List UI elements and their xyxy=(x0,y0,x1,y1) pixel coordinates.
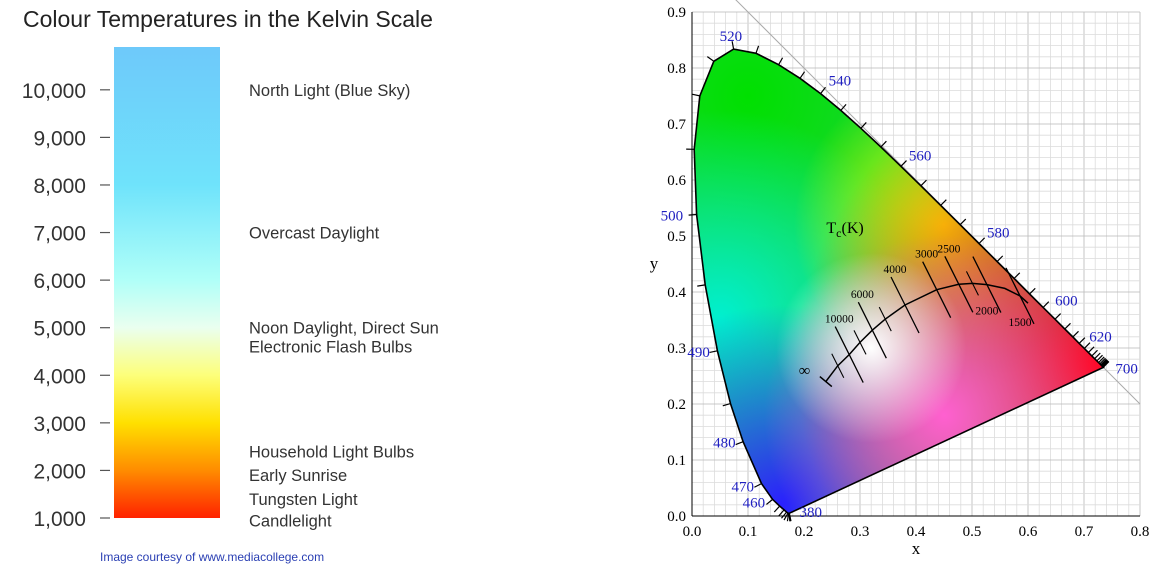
wavelength-label: 500 xyxy=(661,208,684,224)
wavelength-label: 620 xyxy=(1089,329,1112,345)
locus-tick xyxy=(1092,350,1098,356)
chromaticity-panel: 0.0 0.1 0.2 0.3 0.4 0.5 0.6 0.7 0.8 0.0 0.1 0.2 0.3 0… xyxy=(600,0,1156,565)
kelvin-annotation: Early Sunrise xyxy=(249,467,347,485)
kelvin-tick-label: 4,000 xyxy=(33,365,86,388)
kelvin-tick-label: 3,000 xyxy=(33,413,86,436)
locus-tick xyxy=(774,506,779,512)
x-tick-label: 0.6 xyxy=(1019,524,1038,540)
tc-label: Tc(K) xyxy=(826,220,863,240)
kelvin-annotation: Candlelight xyxy=(249,512,332,530)
wavelength-label: 490 xyxy=(687,345,710,361)
kelvin-tick-label: 1,000 xyxy=(33,508,86,531)
kelvin-scale-chart: 1,000 2,000 3,000 4,000 5,000 6,000 7,000 8,000… xyxy=(0,25,560,565)
isotherm-label: 2500 xyxy=(937,243,960,255)
x-tick-label: 0.0 xyxy=(683,524,702,540)
y-tick-label: 0.7 xyxy=(667,117,686,133)
locus-tick xyxy=(1073,331,1079,337)
isotherm-label: 2000 xyxy=(975,306,998,318)
locus-tick xyxy=(901,161,907,167)
x-tick-label: 0.5 xyxy=(963,524,982,540)
x-tick-label: 0.1 xyxy=(739,524,758,540)
locus-tick xyxy=(689,214,697,215)
isotherm-label: 3000 xyxy=(915,249,938,261)
y-tick-label: 0.5 xyxy=(667,229,686,245)
kelvin-tick-label: 2,000 xyxy=(33,460,86,483)
isotherm-label: 4000 xyxy=(884,264,907,276)
y-tick-label: 0.8 xyxy=(667,61,686,77)
locus-tick xyxy=(979,238,985,244)
locus-tick xyxy=(1065,323,1071,329)
kelvin-annotation: Electronic Flash Bulbs xyxy=(249,339,412,357)
kelvin-tick-label: 7,000 xyxy=(33,223,86,246)
cie-chromaticity-chart: 0.0 0.1 0.2 0.3 0.4 0.5 0.6 0.7 0.8 0.0 0.1 0.2 0.3 0… xyxy=(600,0,1156,565)
image-credit: Image courtesy of www.mediacollege.com xyxy=(100,550,324,564)
y-tick-label: 0.4 xyxy=(667,285,686,301)
locus-tick xyxy=(766,499,772,504)
infinity-label: ∞ xyxy=(799,363,810,380)
kelvin-annotation: Noon Daylight, Direct Sun xyxy=(249,320,439,338)
locus-tick xyxy=(789,513,790,521)
y-tick-label: 0.1 xyxy=(667,453,686,469)
locus-tick xyxy=(754,484,761,488)
kelvin-annotation: Tungsten Light xyxy=(249,491,358,509)
locus-tick xyxy=(921,180,927,186)
x-tick-label: 0.3 xyxy=(851,524,870,540)
wavelength-label: 520 xyxy=(720,29,743,45)
locus-tick xyxy=(756,46,759,54)
y-tick-label: 0.9 xyxy=(667,5,686,21)
kelvin-annotation: North Light (Blue Sky) xyxy=(249,82,410,100)
x-tick-label: 0.4 xyxy=(907,524,926,540)
wavelength-label: 540 xyxy=(829,74,852,90)
x-axis-label: x xyxy=(912,539,921,558)
kelvin-gradient-bar xyxy=(114,47,220,518)
kelvin-tick-label: 10,000 xyxy=(22,80,86,103)
locus-tick xyxy=(1030,288,1036,294)
x-tick-label: 0.2 xyxy=(795,524,814,540)
wavelength-label: 580 xyxy=(987,226,1010,242)
locus-tick xyxy=(707,57,713,62)
kelvin-tick-label: 8,000 xyxy=(33,175,86,198)
kelvin-scale-panel: Colour Temperatures in the Kelvin Scale … xyxy=(0,0,560,565)
wavelength-label: 480 xyxy=(713,436,736,452)
y-tick-label: 0.3 xyxy=(667,341,686,357)
wavelength-label: 560 xyxy=(909,148,932,164)
locus-tick xyxy=(1043,302,1049,308)
locus-tick xyxy=(692,94,700,96)
y-tick-label: 0.2 xyxy=(667,397,686,413)
kelvin-tick-label: 9,000 xyxy=(33,127,86,150)
kelvin-tick-label: 5,000 xyxy=(33,318,86,341)
y-tick-label: 0.0 xyxy=(667,509,686,525)
wavelength-label: 700 xyxy=(1115,361,1138,377)
wavelength-label: 380 xyxy=(799,505,822,521)
locus-tick xyxy=(697,285,705,286)
kelvin-tick-label: 6,000 xyxy=(33,270,86,293)
wavelength-label: 600 xyxy=(1055,293,1078,309)
isotherm-label: 10000 xyxy=(825,314,854,326)
kelvin-annotation: Overcast Daylight xyxy=(249,225,380,243)
x-tick-label: 0.8 xyxy=(1131,524,1150,540)
wavelength-label: 460 xyxy=(743,495,766,511)
kelvin-annotation: Household Light Bulbs xyxy=(249,443,414,461)
y-tick-label: 0.6 xyxy=(667,173,686,189)
isotherm-label: 1500 xyxy=(1008,317,1031,329)
wavelength-label: 470 xyxy=(731,480,754,496)
locus-tick xyxy=(710,351,718,353)
x-tick-label: 0.7 xyxy=(1075,524,1094,540)
isotherm-label: 6000 xyxy=(851,289,874,301)
y-axis-label: y xyxy=(650,254,659,273)
